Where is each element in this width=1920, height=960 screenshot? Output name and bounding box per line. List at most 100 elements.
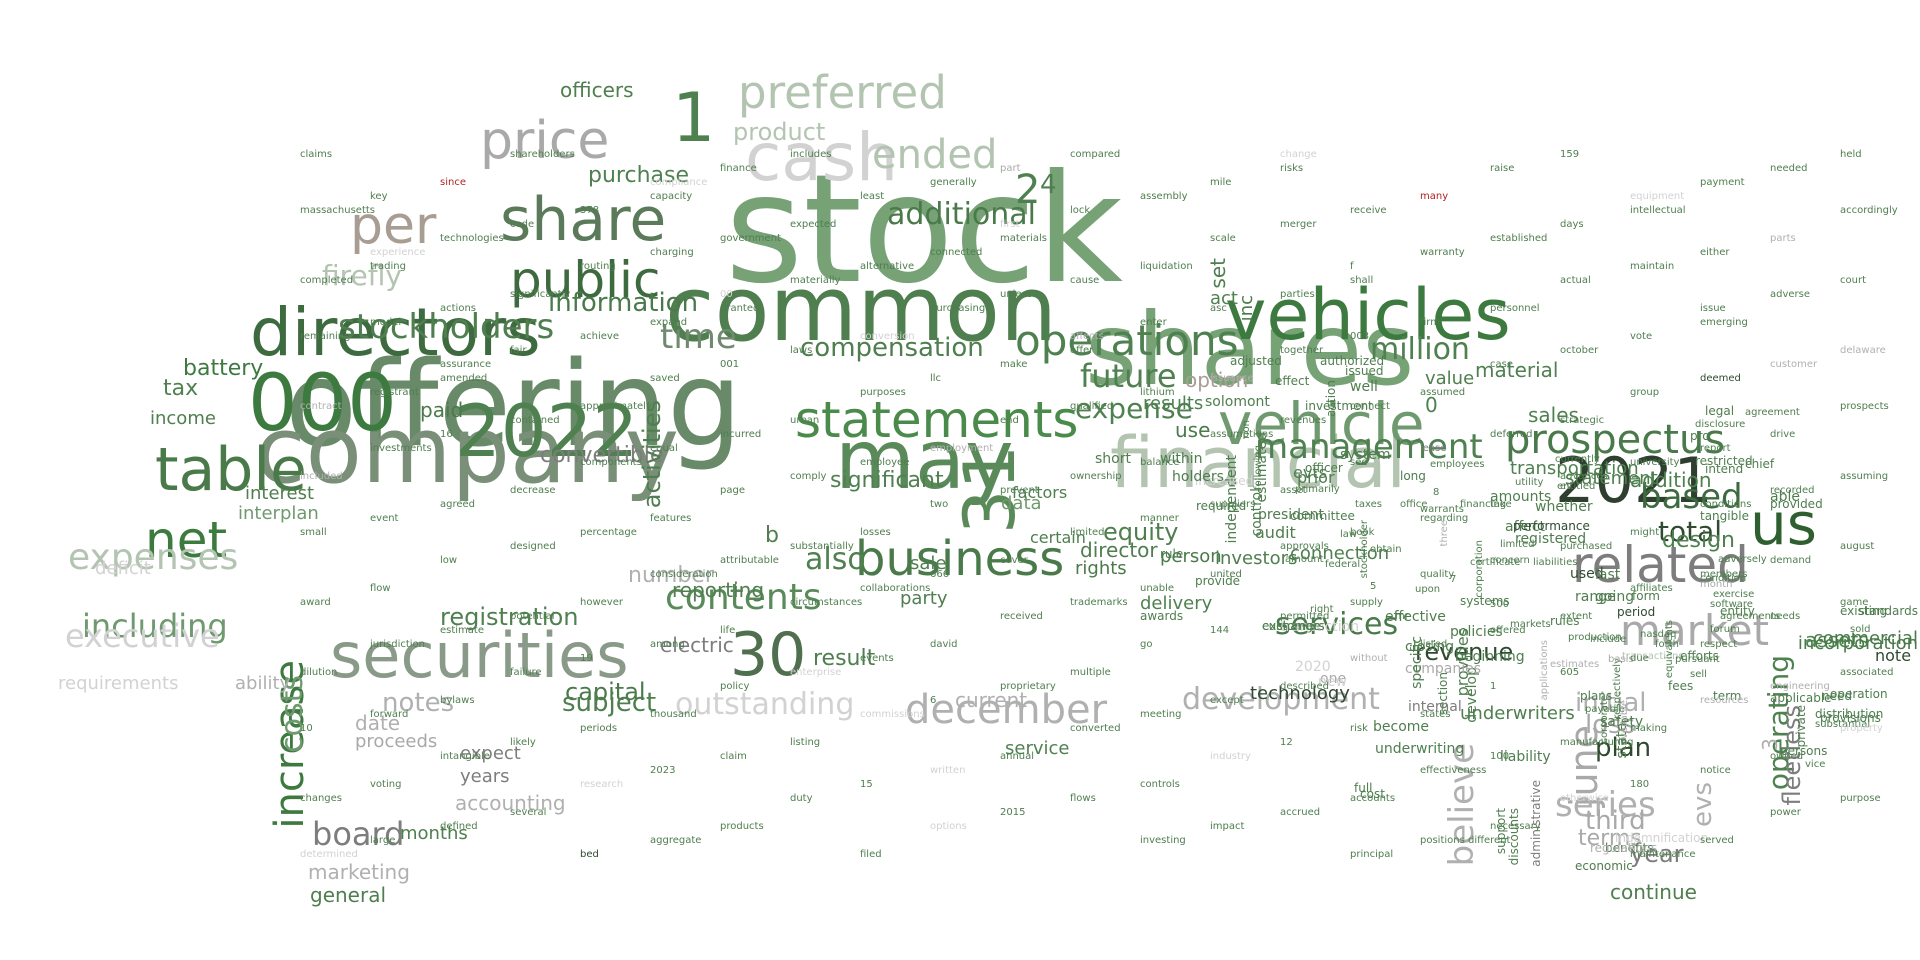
cloud-word-internal: internal — [1408, 699, 1462, 715]
cloud-word-mr: mr — [1395, 611, 1409, 622]
cloud-word-evts: evts — [1293, 463, 1327, 482]
cloud-word-office: office — [1400, 499, 1428, 510]
cloud-word-standards: standards — [1858, 604, 1918, 618]
cloud-word-converted: converted — [1070, 723, 1121, 734]
cloud-word-changes: changes — [300, 793, 343, 804]
cloud-word-necessary: necessary — [1490, 821, 1541, 832]
cloud-word-time: time — [660, 317, 737, 357]
cloud-word-amended: amended — [440, 373, 488, 384]
cloud-word-duty: duty — [790, 793, 813, 804]
cloud-word-144: 144 — [1210, 625, 1230, 636]
cloud-word-except: except — [1210, 695, 1244, 706]
cloud-word-operations: operations — [1015, 316, 1239, 365]
cloud-word-purchasing: purchasing — [930, 303, 986, 314]
cloud-word-manufacturing: manufacturing — [1560, 737, 1634, 748]
cloud-word-liabilities: liabilities — [1533, 557, 1578, 568]
cloud-word-maintenance: maintenance — [1630, 849, 1696, 860]
cloud-word-bylaws: bylaws — [440, 695, 475, 706]
cloud-word-plans: plans — [1580, 689, 1613, 703]
cloud-word-law: law — [1340, 529, 1358, 540]
cloud-word-companies: companies — [1405, 661, 1482, 677]
cloud-word-may: may — [835, 413, 1014, 508]
cloud-word-expense: expense — [1075, 392, 1193, 425]
cloud-word-cover: cover — [1000, 555, 1028, 566]
cloud-word-holders: holders — [1172, 469, 1224, 485]
cloud-word-extent: extent — [1560, 611, 1593, 622]
cloud-word-sell: sell — [1690, 669, 1707, 680]
cloud-word-due: due — [1630, 653, 1649, 664]
cloud-word-least: least — [860, 191, 885, 202]
cloud-word-aggregate: aggregate — [650, 835, 702, 846]
cloud-word-model: model — [370, 317, 402, 328]
cloud-word-results: results — [1143, 393, 1204, 414]
cloud-word-directors: directors — [250, 294, 541, 371]
cloud-word-without: without — [1350, 653, 1388, 664]
cloud-word-end: end — [1000, 415, 1019, 426]
cloud-word-officer: officer — [1305, 461, 1343, 475]
cloud-word-generally: generally — [930, 177, 977, 188]
cloud-word-benefits: benefits — [1605, 841, 1654, 855]
cloud-word-commercial: commercial — [1813, 628, 1918, 649]
cloud-word-days: days — [1560, 219, 1584, 230]
cloud-word-code: code — [510, 219, 535, 230]
cloud-word-period: period — [1617, 605, 1656, 619]
cloud-word-believe: believe — [1442, 743, 1482, 867]
cloud-word-third: third — [1585, 806, 1646, 836]
cloud-word-forth: forth — [1655, 639, 1680, 650]
cloud-word-rules: rules — [1550, 614, 1580, 628]
cloud-word-finance: finance — [720, 163, 757, 174]
cloud-word-expand: expand — [650, 317, 688, 328]
cloud-word-general: general — [310, 883, 387, 907]
cloud-word-7: 7 — [1450, 574, 1457, 585]
cloud-word-issuance: issuance — [1210, 373, 1254, 384]
cloud-word-defined: defined — [440, 821, 478, 832]
cloud-word-pursuant: pursuant — [1675, 654, 1720, 665]
cloud-word-principal: principal — [1350, 849, 1394, 860]
cloud-word-outstanding: outstanding — [675, 687, 855, 722]
cloud-word-annual: annual — [1000, 751, 1035, 762]
cloud-word-exercise: exercise — [1713, 589, 1755, 600]
cloud-word-intangible: intangible — [440, 751, 490, 762]
cloud-word-assets: assets — [1805, 628, 1869, 652]
cloud-word-decrease: decrease — [510, 485, 556, 496]
cloud-word-financing: financing — [1460, 499, 1507, 510]
cloud-word-plan: plan — [1595, 733, 1652, 763]
cloud-word-operation: operation — [1830, 687, 1888, 701]
cloud-word-full: full — [1354, 781, 1373, 795]
cloud-word-payment: payment — [1700, 177, 1745, 188]
cloud-word-cost: cost — [1360, 787, 1385, 801]
cloud-word-forum: forum — [1710, 624, 1740, 635]
cloud-word-investment: investment — [1305, 399, 1373, 413]
cloud-word-significantly: significantly — [510, 289, 571, 300]
cloud-word-investments: investments — [370, 443, 432, 454]
cloud-word-use: use — [1175, 418, 1211, 442]
cloud-word-december: december — [905, 687, 1108, 733]
cloud-word-supply: supply — [1350, 597, 1383, 608]
cloud-word-voting: voting — [370, 779, 402, 790]
cloud-word-rule: rule — [1160, 547, 1184, 561]
cloud-word-person: person — [1160, 546, 1222, 567]
cloud-word-per: per — [350, 196, 437, 256]
cloud-word-permitted: permitted — [1280, 611, 1330, 622]
cloud-word-following: following — [1253, 445, 1264, 490]
cloud-word-written: written — [930, 765, 966, 776]
cloud-word-many: many — [1420, 191, 1449, 202]
cloud-word-case: case — [1490, 359, 1513, 370]
cloud-word-connected: connected — [930, 247, 983, 258]
cloud-word-contained: contained — [510, 415, 560, 426]
cloud-word-purpose: purpose — [1840, 793, 1881, 804]
cloud-word-common: common — [665, 257, 1057, 362]
cloud-word-utility: utility — [1515, 477, 1544, 488]
cloud-word-underwriters: underwriters — [1460, 703, 1575, 724]
cloud-word-need: need — [1822, 689, 1852, 703]
cloud-word-persons: persons — [1780, 744, 1828, 758]
cloud-word-large: large — [370, 835, 396, 846]
cloud-word-government: government — [720, 233, 781, 244]
cloud-word-capacity: capacity — [650, 191, 693, 202]
cloud-word-authorized: authorized — [1320, 354, 1385, 368]
cloud-word-first: first — [1000, 219, 1020, 230]
cloud-word-bed: bed — [580, 849, 599, 860]
cloud-word-prior: prior — [1297, 468, 1335, 487]
cloud-word-two: two — [930, 499, 949, 510]
cloud-word-alternative: alternative — [860, 261, 915, 272]
